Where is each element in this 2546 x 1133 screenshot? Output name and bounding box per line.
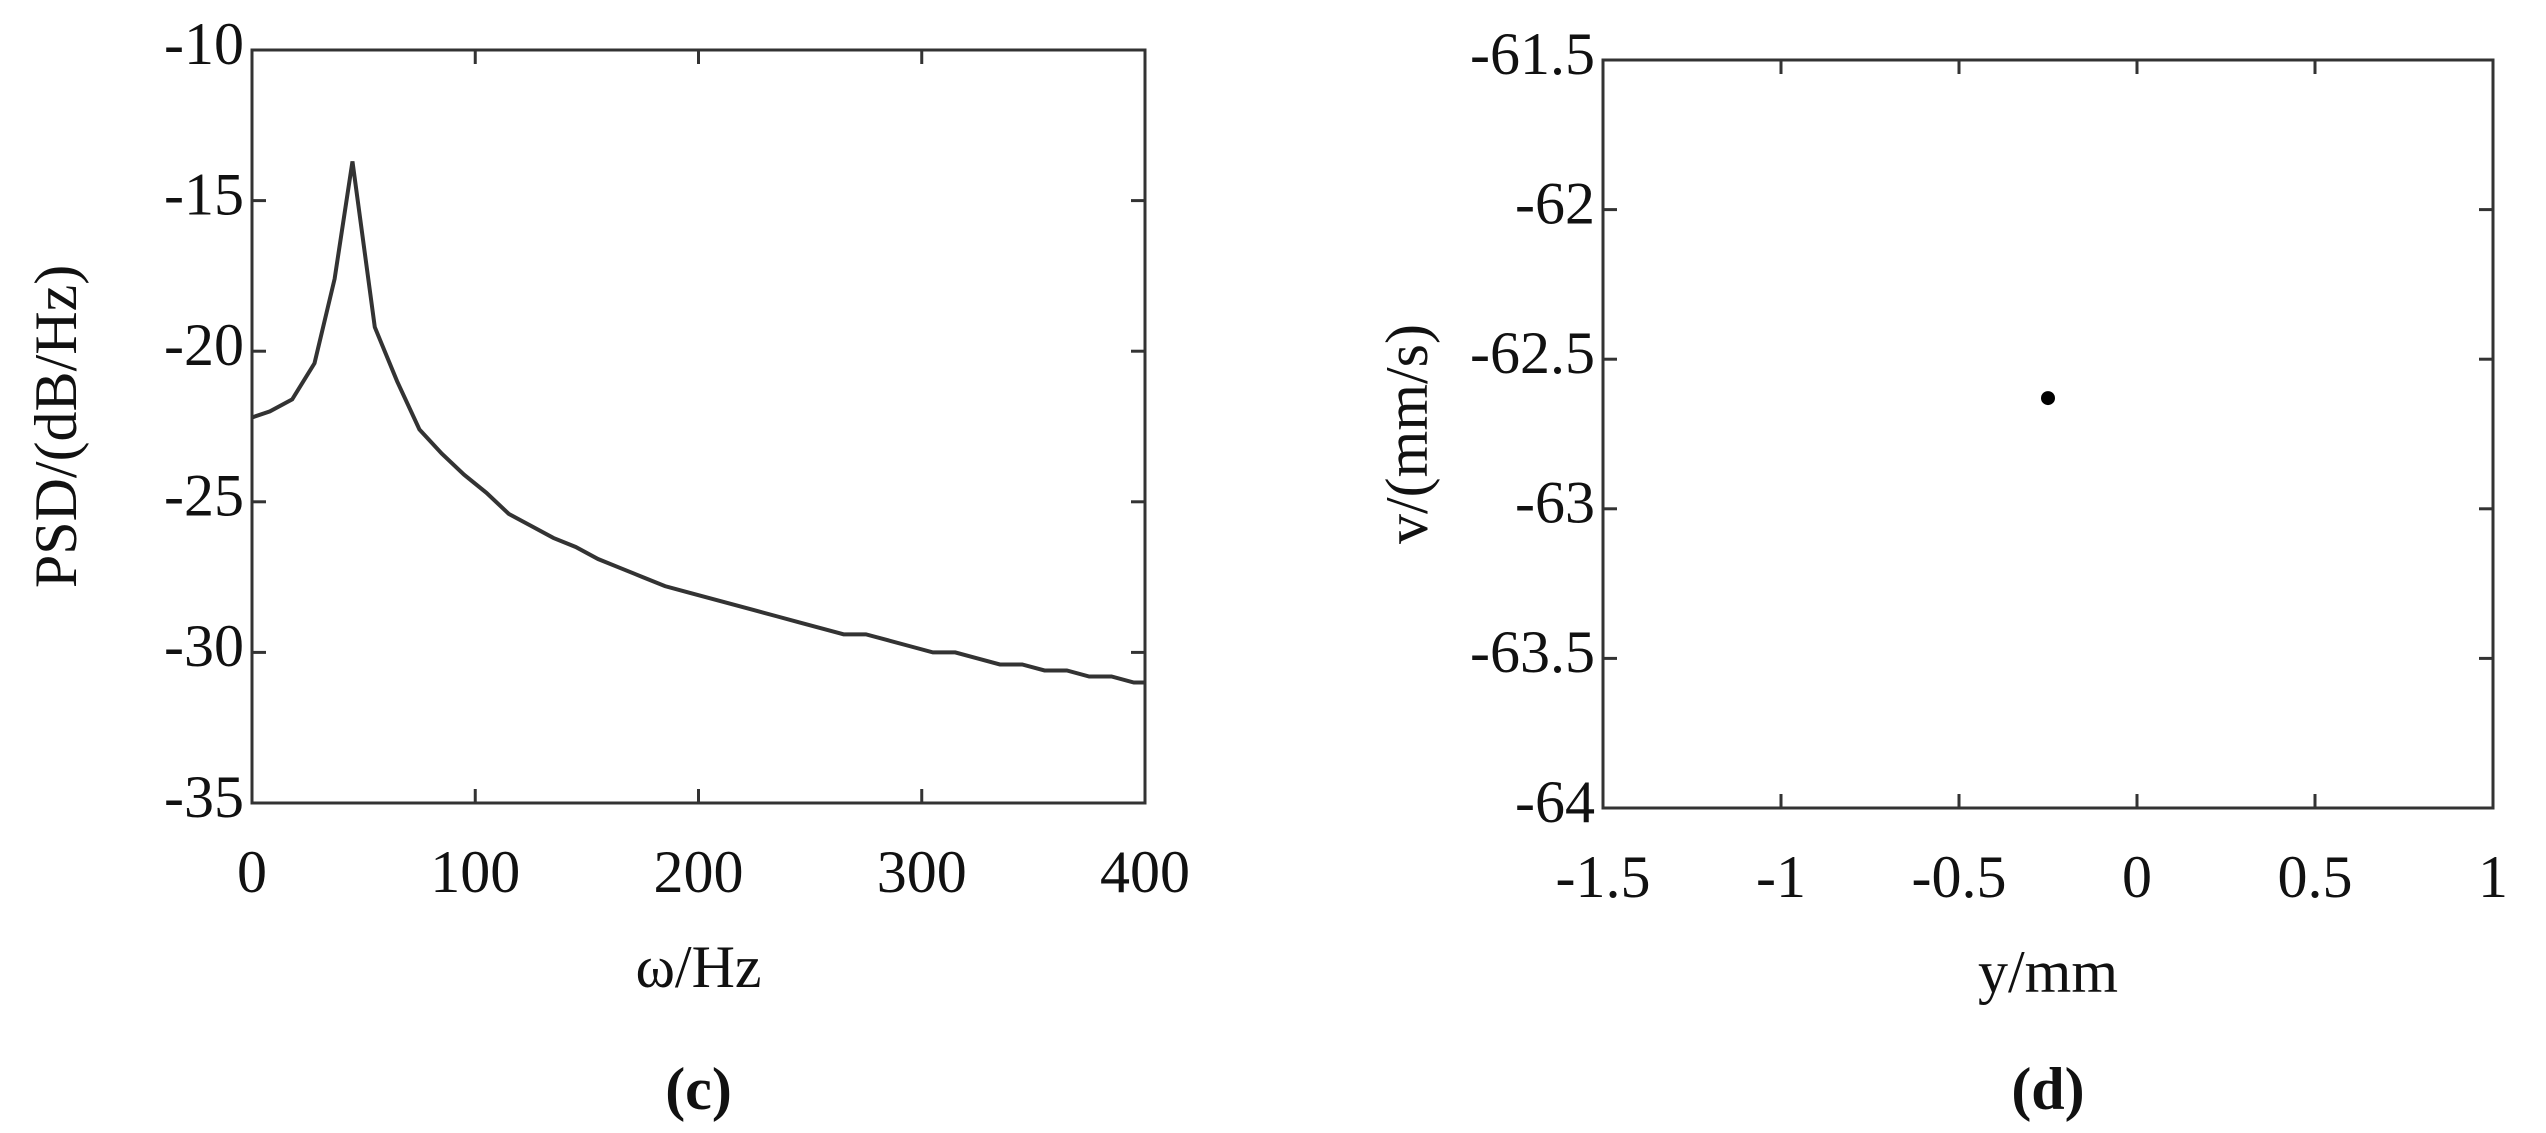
y-tick-label: -62.5 <box>1470 320 1595 386</box>
x-tick-label: 0 <box>237 839 267 905</box>
x-tick-label: 0 <box>2122 844 2152 910</box>
y-tick-label: -25 <box>164 463 244 529</box>
caption: (d) <box>2011 1056 2084 1122</box>
data-point <box>2041 391 2055 406</box>
plot-frame <box>1601 58 2495 810</box>
y-tick-label: -61.5 <box>1470 21 1595 87</box>
y-axis-label: PSD/(dB/Hz) <box>23 265 89 588</box>
y-tick-label: -63 <box>1515 470 1595 536</box>
x-tick-label: 1 <box>2478 844 2508 910</box>
y-tick-label: -10 <box>164 11 244 77</box>
y-tick-label: -15 <box>164 161 244 227</box>
x-tick-label: 100 <box>430 839 520 905</box>
plot-frame <box>250 48 1147 805</box>
x-tick-label: -0.5 <box>1912 844 2007 910</box>
x-tick-label: -1.5 <box>1556 844 1651 910</box>
x-tick-label: 0.5 <box>2278 844 2353 910</box>
x-tick-label: 400 <box>1100 839 1190 905</box>
y-tick-label: -20 <box>164 312 244 378</box>
y-tick-label: -30 <box>164 613 244 679</box>
x-tick-label: 200 <box>654 839 744 905</box>
y-tick-label: -35 <box>164 764 244 830</box>
x-tick-label: -1 <box>1756 844 1806 910</box>
data-line <box>251 161 1145 685</box>
y-tick-label: -63.5 <box>1470 619 1595 685</box>
y-axis-label: v/(mm/s) <box>1374 324 1440 544</box>
y-tick-label: -64 <box>1515 769 1595 835</box>
caption: (c) <box>665 1056 732 1122</box>
x-axis-label: y/mm <box>1978 939 2118 1005</box>
y-tick-label: -62 <box>1515 170 1595 236</box>
x-axis-label: ω/Hz <box>635 934 761 1000</box>
x-tick-label: 300 <box>877 839 967 905</box>
